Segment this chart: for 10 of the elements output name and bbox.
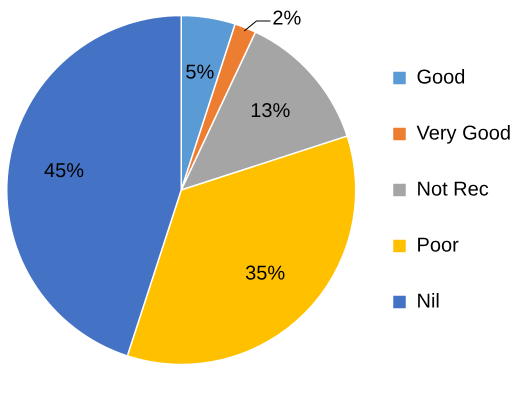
legend-label: Nil: [416, 290, 440, 313]
data-label: 5%: [185, 61, 214, 84]
data-label: 2%: [272, 8, 302, 30]
data-label: 35%: [245, 262, 286, 284]
legend-label: Not Rec: [416, 178, 489, 201]
data-label: 13%: [250, 100, 290, 122]
legend-label: Very Good: [416, 122, 512, 145]
legend-label: Poor: [416, 234, 460, 257]
data-label: 45%: [44, 160, 84, 182]
legend-label: Good: [416, 66, 466, 89]
